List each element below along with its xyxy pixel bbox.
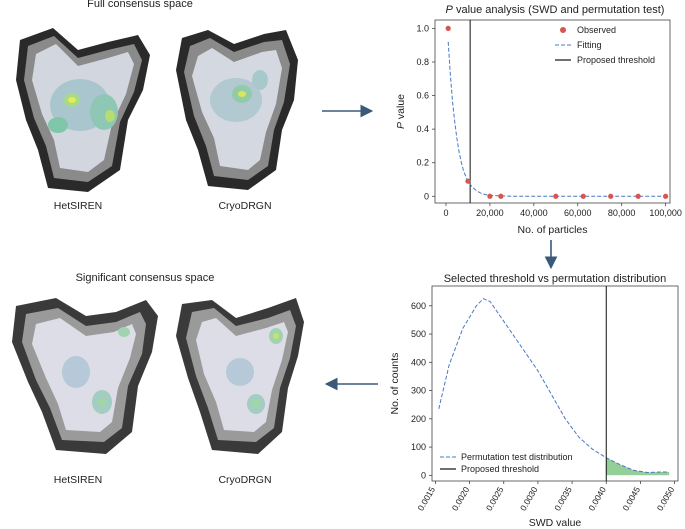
x-tick-label: 0.0040: [586, 485, 608, 513]
cryodrgn-full-map: [176, 30, 298, 190]
x-tick-label: 80,000: [608, 208, 636, 218]
cryodrgn-label-bottom: CryoDRGN: [218, 474, 272, 486]
x-tick-label: 0.0045: [620, 485, 642, 513]
hetsiren-label-bottom: HetSIREN: [53, 474, 103, 486]
x-tick-label: 20,000: [476, 208, 504, 218]
observed-point: [445, 25, 451, 31]
y-tick-label: 300: [411, 386, 426, 396]
x-tick-label: 0.0035: [552, 485, 574, 513]
legend-fitting-label: Fitting: [577, 40, 602, 50]
observed-point: [608, 193, 614, 199]
cryodrgn-significant-map: [176, 298, 304, 454]
observed-point: [487, 193, 493, 199]
full-consensus-title: Full consensus space: [87, 0, 193, 10]
y-tick-label: 0.2: [416, 158, 429, 168]
y-tick-label: 600: [411, 301, 426, 311]
observed-point: [580, 193, 586, 199]
legend-distribution-label: Permutation test distribution: [461, 452, 573, 462]
observed-point: [635, 193, 641, 199]
x-tick-label: 0.0020: [450, 485, 472, 513]
permutation-curve: [438, 298, 670, 474]
x-tick-label: 0.0015: [415, 485, 437, 513]
legend-observed-marker: [560, 27, 566, 33]
y-tick-label: 400: [411, 357, 426, 367]
x-tick-label: 40,000: [520, 208, 548, 218]
y-tick-label: 0: [424, 191, 429, 201]
observed-point: [465, 178, 471, 184]
x-tick-label: 0.0025: [484, 485, 506, 513]
chart-title: P value analysis (SWD and permutation te…: [446, 4, 665, 16]
observed-point: [498, 193, 504, 199]
permutation-distribution-chart: Selected threshold vs permutation distri…: [389, 273, 679, 529]
p-value-chart: P value analysis (SWD and permutation te…: [395, 4, 682, 236]
hetsiren-full-map: [16, 28, 150, 192]
y-tick-label: 1.0: [416, 23, 429, 33]
y-tick-label: 200: [411, 414, 426, 424]
x-tick-label: 0.0050: [655, 485, 677, 513]
x-tick-label: 60,000: [564, 208, 592, 218]
cryodrgn-label-top: CryoDRGN: [218, 200, 272, 212]
legend-threshold-label: Proposed threshold: [577, 55, 655, 65]
x-tick-label: 0: [443, 208, 448, 218]
legend-threshold-label: Proposed threshold: [461, 464, 539, 474]
x-axis-label: No. of particles: [517, 224, 587, 236]
y-axis-label: No. of counts: [389, 353, 401, 415]
observed-point: [553, 193, 559, 199]
y-tick-label: 0.8: [416, 57, 429, 67]
fitting-curve: [447, 41, 666, 197]
y-axis-label: P value: [395, 94, 407, 129]
hetsiren-significant-map: [12, 298, 158, 454]
plot-frame: [431, 285, 679, 482]
y-tick-label: 500: [411, 329, 426, 339]
x-tick-label: 0.0030: [518, 485, 540, 513]
significant-consensus-title: Significant consensus space: [75, 272, 215, 284]
x-axis-label: SWD value: [529, 517, 582, 529]
hetsiren-label-top: HetSIREN: [53, 200, 103, 212]
observed-point: [663, 193, 669, 199]
plot-frame: [434, 19, 671, 204]
y-tick-label: 100: [411, 442, 426, 452]
y-tick-label: 0: [421, 470, 426, 480]
y-tick-label: 0.6: [416, 91, 429, 101]
legend-observed-label: Observed: [577, 25, 616, 35]
y-tick-label: 0.4: [416, 124, 429, 134]
chart-title: Selected threshold vs permutation distri…: [444, 273, 667, 285]
significant-area: [606, 457, 670, 476]
x-tick-label: 100,000: [649, 208, 682, 218]
